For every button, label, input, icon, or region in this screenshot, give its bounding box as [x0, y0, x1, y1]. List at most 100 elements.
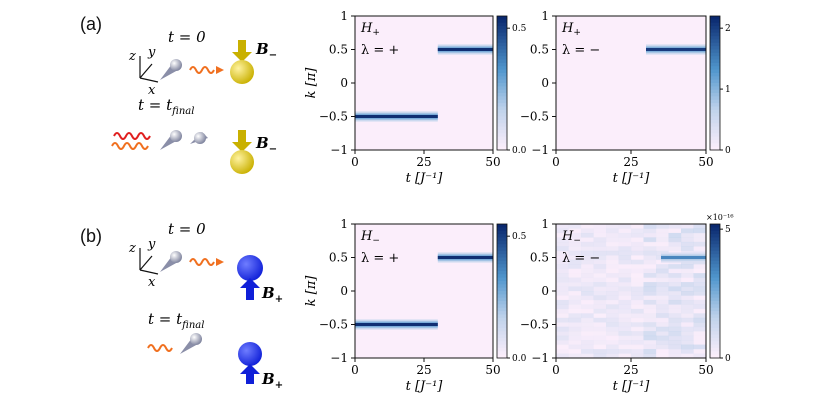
noise-cell [568, 331, 582, 337]
x-tick-label: 25 [623, 363, 638, 377]
colorbar-cell [710, 247, 720, 252]
noise-cell [668, 277, 682, 283]
noise-cell [643, 264, 657, 270]
axis-z-label: z [128, 241, 136, 256]
y-tick-label: 0.5 [329, 43, 348, 57]
colorbar-cell [497, 257, 507, 262]
colorbar-cell [497, 321, 507, 326]
colorbar-cell [710, 274, 720, 279]
noise-cell [581, 322, 594, 328]
colorbar-cell [710, 277, 720, 282]
noise-cell [668, 224, 682, 229]
noise-cell [643, 232, 657, 238]
colorbar-cell [710, 324, 720, 329]
noise-cell [693, 299, 707, 305]
colorbar-cell [710, 36, 720, 41]
time-initial-label: t = 0 [168, 220, 206, 238]
noise-cell [568, 241, 582, 247]
noise-cell [693, 295, 707, 301]
noise-cell [556, 246, 569, 252]
noise-cell [606, 268, 619, 274]
noise-cell [631, 277, 644, 283]
noise-cell [568, 228, 582, 234]
photon-wave-icon [189, 66, 215, 74]
noise-cell [606, 228, 619, 234]
noise-cell [656, 282, 669, 288]
noise-cell [593, 273, 607, 279]
noise-cell [606, 344, 619, 350]
noise-cell [556, 291, 569, 296]
colorbar-cell [710, 254, 720, 259]
band-0 [355, 323, 438, 326]
noise-cell [581, 304, 594, 310]
noise-cell [656, 340, 669, 346]
colorbar-cell [497, 351, 507, 356]
noise-cell [693, 273, 707, 279]
x-tick-label: 50 [485, 155, 500, 169]
noise-cell [556, 286, 569, 292]
colorbar-cell [710, 321, 720, 326]
noise-cell [643, 237, 657, 243]
colorbar-exponent: ×10⁻¹⁶ [706, 213, 734, 222]
colorbar-cell [497, 66, 507, 71]
noise-cell [618, 304, 632, 310]
noise-cell [556, 344, 569, 350]
colorbar-cell [497, 227, 507, 232]
noise-cell [581, 268, 594, 274]
noise-cell [556, 259, 569, 265]
x-tick-label: 50 [698, 363, 713, 377]
noise-cell [631, 349, 644, 355]
colorbar-cell [497, 103, 507, 108]
noise-cell [606, 286, 619, 292]
noise-cell [668, 335, 682, 341]
colorbar-cell [497, 260, 507, 265]
noise-cell [606, 232, 619, 238]
noise-cell [556, 322, 569, 328]
noise-cell [643, 304, 657, 310]
noise-cell [581, 340, 594, 346]
noise-cell [681, 282, 694, 288]
noise-cell [668, 308, 682, 314]
colorbar-cell [710, 66, 720, 71]
noise-cell [643, 340, 657, 346]
noise-cell [556, 317, 569, 323]
noise-cell [631, 331, 644, 337]
noise-cell [593, 255, 607, 261]
noise-cell [593, 295, 607, 301]
colorbar-cell [497, 267, 507, 272]
photon-wave-icon [189, 258, 215, 266]
x-tick-label: 0 [351, 363, 359, 377]
noise-cell [568, 340, 582, 346]
colorbar-cell [710, 83, 720, 87]
noise-cell [656, 277, 669, 283]
noise-cell [593, 299, 607, 305]
noise-cell [618, 295, 632, 301]
noise-cell [568, 304, 582, 310]
noise-cell [643, 255, 657, 261]
noise-cell [593, 282, 607, 288]
noise-cell [593, 246, 607, 252]
noise-cell [593, 286, 607, 292]
colorbar-cell [710, 113, 720, 118]
colorbar-cell [710, 42, 720, 47]
noise-cell [631, 264, 644, 270]
noise-cell [618, 282, 632, 288]
colorbar-cell [497, 59, 507, 64]
noise-cell [593, 344, 607, 350]
noise-cell [568, 277, 582, 283]
noise-cell [693, 232, 707, 238]
axis-z-label: z [128, 49, 136, 64]
noise-cell [631, 335, 644, 341]
y-tick-label: −1 [531, 143, 549, 157]
colorbar-cell [710, 304, 720, 309]
noise-cell [581, 232, 594, 238]
spin-icon [160, 59, 182, 80]
noise-cell [556, 268, 569, 274]
noise-cell [556, 313, 569, 319]
colorbar-cell [497, 26, 507, 30]
lambda-label: λ = + [361, 43, 399, 58]
noise-cell [568, 246, 582, 252]
noise-cell [656, 246, 669, 252]
noise-cell [631, 295, 644, 301]
